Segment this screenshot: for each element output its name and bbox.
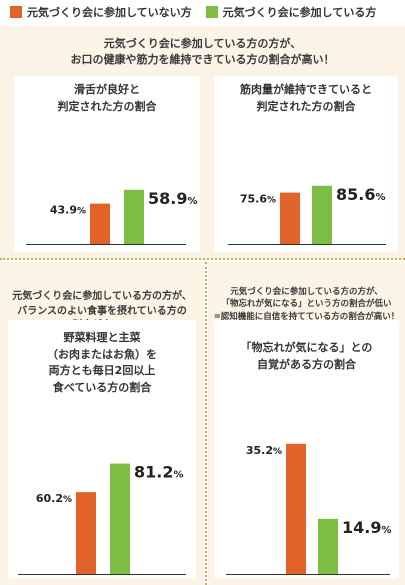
legend-swatch-green [205, 6, 218, 18]
bar-muscle-not-participating-label: 75.6% [240, 193, 276, 206]
bar-memory-participating [318, 518, 338, 574]
chart-title-muscle: 筋肉量が維持できていると 判定された方の割合 [240, 83, 372, 113]
legend-item-not-participating: 元気づくり会に参加していない方 [10, 4, 192, 20]
bar-muscle-not-participating [280, 192, 300, 244]
panel-heading-oral-muscle: 元気づくり会に参加している方の方が、 お口の健康や筋力を維持できている方の割合が… [70, 37, 335, 66]
legend: 元気づくり会に参加していない方 元気づくり会に参加している方 [0, 0, 405, 24]
divider-horizontal [0, 258, 405, 260]
chart-card-diet: 野菜料理と主菜 （お肉またはお魚）を 両方とも毎日2回以上 食べている方の割合 … [8, 320, 196, 579]
bar-muscle-participating-label: 85.6% [336, 185, 386, 204]
chart-title-diet: 野菜料理と主菜 （お肉またはお魚）を 両方とも毎日2回以上 食べている方の割合 [47, 331, 157, 394]
bar-diet-not-participating [76, 492, 96, 574]
bar-speech-not-participating [90, 203, 110, 244]
panel-diet: 元気づくり会に参加している方の方が、 バランスのよい食事を摂れている方の 割合が… [0, 262, 204, 585]
bar-diet-participating [110, 463, 130, 574]
panel-memory: 元気づくり会に参加している方の方が、 「物忘れが気になる」という方の割合が低い … [208, 262, 405, 585]
chart-memory: 35.2% 14.9% [226, 443, 392, 575]
legend-label-not-participating: 元気づくり会に参加していない方 [27, 6, 192, 19]
bar-diet-not-participating-label: 60.2% [36, 492, 72, 505]
bar-muscle-participating [312, 185, 332, 244]
bar-speech-not-participating-label: 43.9% [50, 204, 86, 217]
bar-speech-participating [124, 189, 144, 244]
legend-item-participating: 元気づくり会に参加している方 [205, 4, 377, 20]
chart-muscle: 75.6% 85.6% [228, 185, 386, 245]
chart-title-speech: 滑舌が良好と 判定された方の割合 [57, 83, 157, 113]
legend-label-participating: 元気づくり会に参加している方 [222, 6, 377, 19]
chart-card-muscle: 筋肉量が維持できていると 判定された方の割合 75.6% 85.6% [214, 76, 398, 252]
chart-card-memory: 「物忘れが気になる」との 自覚がある方の割合 35.2% 14.9% [214, 320, 399, 579]
bar-speech-participating-label: 58.9% [148, 189, 198, 208]
legend-swatch-orange [10, 6, 22, 18]
bar-diet-participating-label: 81.2% [134, 463, 184, 482]
bar-memory-not-participating [286, 443, 306, 574]
divider-vertical [205, 262, 207, 585]
panel-heading-memory: 元気づくり会に参加している方の方が、 「物忘れが気になる」という方の割合が低い … [213, 287, 400, 322]
bar-memory-not-participating-label: 35.2% [246, 444, 282, 457]
bar-memory-participating-label: 14.9% [342, 518, 392, 537]
chart-title-memory: 「物忘れが気になる」との 自覚がある方の割合 [240, 341, 373, 371]
chart-diet: 60.2% 81.2% [18, 463, 186, 575]
chart-speech: 43.9% 58.9% [26, 189, 198, 245]
chart-card-speech: 滑舌が良好と 判定された方の割合 43.9% 58.9% [14, 76, 200, 252]
panel-oral-muscle: 元気づくり会に参加している方の方が、 お口の健康や筋力を維持できている方の割合が… [0, 26, 405, 258]
